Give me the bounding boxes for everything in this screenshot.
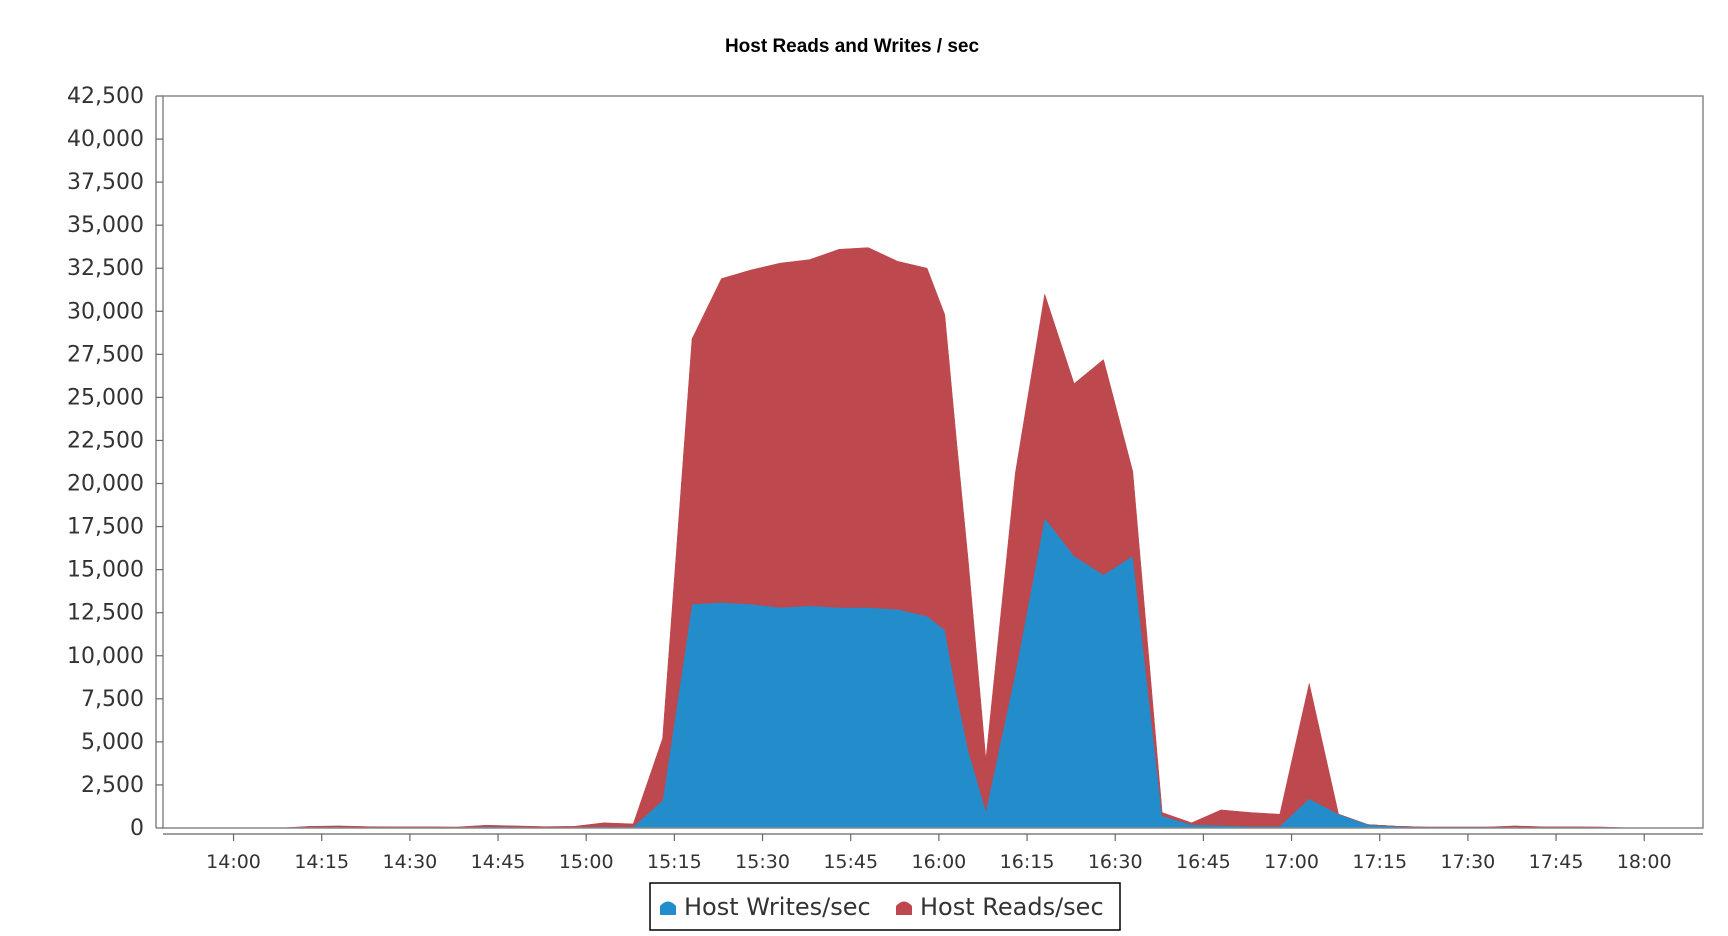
- chart-title: Host Reads and Writes / sec: [725, 36, 980, 57]
- legend-swatch: [660, 901, 676, 915]
- legend: Host Writes/sec Host Reads/sec: [649, 882, 1121, 931]
- stacked-areas: [163, 247, 1703, 829]
- x-tick-label: 14:45: [471, 851, 526, 873]
- x-tick-label: 14:15: [294, 851, 349, 873]
- y-tick-label: 17,500: [67, 515, 144, 540]
- x-tick-label: 15:45: [823, 851, 878, 873]
- y-tick-label: 0: [130, 816, 144, 841]
- x-tick-label: 17:45: [1529, 851, 1584, 873]
- x-tick-label: 17:00: [1264, 851, 1319, 873]
- x-tick-label: 16:30: [1088, 851, 1143, 873]
- x-tick-label: 16:00: [911, 851, 966, 873]
- y-tick-label: 5,000: [81, 730, 144, 755]
- y-tick-label: 15,000: [67, 558, 144, 583]
- x-tick-label: 14:00: [206, 851, 261, 873]
- y-tick-label: 2,500: [81, 773, 144, 798]
- x-tick-label: 16:45: [1176, 851, 1231, 873]
- y-tick-label: 22,500: [67, 428, 144, 453]
- y-tick-label: 37,500: [67, 170, 144, 195]
- legend-box: [649, 882, 1121, 931]
- y-tick-label: 12,500: [67, 601, 144, 626]
- x-tick-label: 15:30: [735, 851, 790, 873]
- x-axis: 14:00 14:15 14:30 14:45 15:00 15:15 15:30 15:45…: [163, 833, 1703, 873]
- legend-swatch: [896, 901, 912, 915]
- x-tick-label: 18:00: [1617, 851, 1672, 873]
- y-tick-label: 42,500: [67, 84, 144, 109]
- y-tick-label: 10,000: [67, 644, 144, 669]
- x-tick-label: 17:15: [1352, 851, 1407, 873]
- plot-border: [162, 95, 1704, 829]
- y-tick-label: 7,500: [81, 687, 144, 712]
- y-tick-label: 40,000: [67, 127, 144, 152]
- legend-label: Host Reads/sec: [920, 893, 1104, 921]
- x-tick-label: 16:15: [1000, 851, 1055, 873]
- x-tick-label: 15:15: [647, 851, 702, 873]
- x-tick-label: 14:30: [382, 851, 437, 873]
- y-tick-label: 20,000: [67, 472, 144, 497]
- series-area-host-reads-sec: [163, 247, 1703, 829]
- y-axis: 0 2,500 5,000 7,500 10,000 12,500 15,000 17,500…: [67, 84, 163, 841]
- y-tick-label: 27,500: [67, 342, 144, 367]
- y-tick-label: 32,500: [67, 256, 144, 281]
- x-tick-label: 15:00: [559, 851, 614, 873]
- legend-label: Host Writes/sec: [684, 893, 871, 921]
- x-tick-label: 17:30: [1441, 851, 1496, 873]
- y-tick-label: 25,000: [67, 385, 144, 410]
- y-tick-label: 30,000: [67, 299, 144, 324]
- y-tick-label: 35,000: [67, 213, 144, 238]
